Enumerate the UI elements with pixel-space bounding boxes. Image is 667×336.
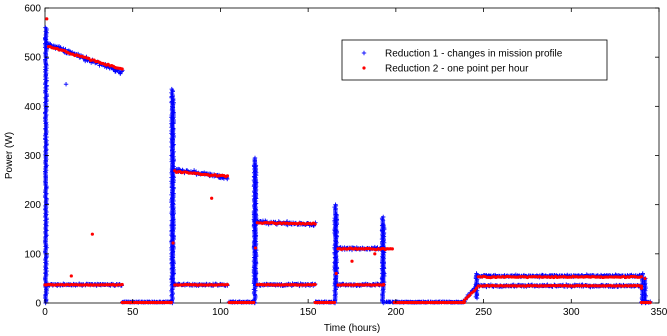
data-point	[333, 202, 338, 207]
data-point	[648, 300, 652, 305]
data-point	[90, 232, 94, 236]
series-1-spike-0	[42, 25, 49, 306]
y-tick-label: 0	[35, 299, 41, 310]
y-tick-label: 100	[24, 249, 41, 260]
x-tick-label: 350	[651, 307, 667, 318]
series-1-spike-2	[170, 94, 176, 286]
x-tick-label: 50	[127, 307, 139, 318]
series-2	[43, 17, 652, 305]
data-point	[45, 17, 49, 21]
series-2-segment-11	[392, 300, 466, 305]
series-2-segment-10	[336, 282, 386, 287]
legend-marker-symbol	[362, 66, 366, 70]
data-point	[380, 222, 386, 227]
y-tick-label: 500	[24, 53, 41, 64]
data-point	[118, 71, 123, 76]
data-point	[474, 286, 479, 290]
data-point	[171, 241, 175, 245]
data-point	[210, 196, 214, 200]
data-point	[381, 282, 386, 286]
data-point	[350, 259, 354, 263]
data-point	[170, 94, 175, 99]
series-2-segment-14	[476, 283, 644, 288]
legend-box	[341, 39, 608, 81]
legend-label-reduction-1: Reduction 1 - changes in mission profile	[385, 49, 563, 60]
data-point	[373, 252, 377, 256]
legend: Reduction 1 - changes in mission profile…	[341, 39, 608, 81]
data-point	[473, 288, 477, 292]
data-point	[640, 271, 645, 276]
x-axis-label: Time (hours)	[324, 323, 380, 334]
data-point	[381, 214, 386, 220]
data-point	[252, 155, 258, 161]
legend-marker-symbol	[361, 50, 367, 56]
data-point	[334, 271, 338, 276]
series-2-segment-0	[46, 45, 124, 71]
data-point	[43, 25, 48, 30]
series-layer	[42, 17, 653, 306]
series-2-segment-9	[336, 246, 394, 252]
data-point	[313, 222, 317, 226]
series-1-spike-4	[252, 163, 259, 286]
data-point	[390, 247, 394, 251]
data-point	[225, 174, 230, 178]
legend-entry-reduction-2: Reduction 2 - one point per hour	[362, 64, 529, 75]
data-point	[313, 282, 317, 287]
series-2-segment-6	[255, 220, 317, 226]
series-2-segment-4	[173, 282, 230, 287]
legend-marker-reduction-1	[361, 50, 367, 56]
legend-label-reduction-2: Reduction 2 - one point per hour	[385, 64, 529, 75]
y-tick-label: 400	[24, 102, 41, 113]
series-2-segment-1	[43, 282, 124, 287]
data-point	[169, 86, 174, 92]
y-tick-label: 600	[24, 4, 41, 15]
data-point	[225, 176, 230, 182]
series-2-segment-12	[462, 286, 479, 303]
x-tick-label: 150	[300, 307, 317, 318]
series-2-segment-2	[120, 300, 173, 305]
data-point	[225, 283, 230, 287]
y-tick-label: 300	[24, 151, 41, 162]
data-point	[643, 276, 647, 281]
x-tick-label: 100	[212, 307, 229, 318]
data-point	[334, 212, 339, 217]
legend-marker-reduction-2	[362, 66, 366, 70]
series-2-segment-8	[313, 300, 337, 305]
data-point	[169, 300, 173, 305]
data-point	[474, 271, 479, 276]
y-axis-label: Power (W)	[4, 132, 15, 179]
data-point	[253, 246, 258, 250]
data-point	[120, 282, 124, 287]
y-tick-label: 200	[24, 200, 41, 211]
data-point	[120, 67, 124, 71]
data-point	[253, 163, 259, 168]
data-point	[639, 286, 644, 290]
data-point	[639, 275, 644, 279]
data-point	[467, 293, 472, 297]
series-2-segment-3	[173, 169, 230, 179]
data-point	[69, 274, 73, 278]
x-tick-label: 300	[563, 307, 580, 318]
data-point	[332, 300, 337, 305]
legend-entry-reduction-1: Reduction 1 - changes in mission profile	[361, 49, 563, 60]
data-point	[63, 82, 69, 87]
series-2-segment-7	[255, 282, 317, 287]
series-2-segment-13	[476, 274, 644, 280]
x-tick-label: 250	[475, 307, 492, 318]
data-point	[252, 300, 256, 305]
data-point	[56, 44, 62, 49]
series-2-segment-5	[227, 300, 256, 305]
x-tick-label: 0	[42, 307, 48, 318]
axis-layer: 0 50 100 150 200 250 300 350 0 100 200 300 400 500 600	[24, 4, 667, 319]
series-2-segment-15	[639, 300, 652, 305]
x-tick-label: 200	[388, 307, 405, 318]
